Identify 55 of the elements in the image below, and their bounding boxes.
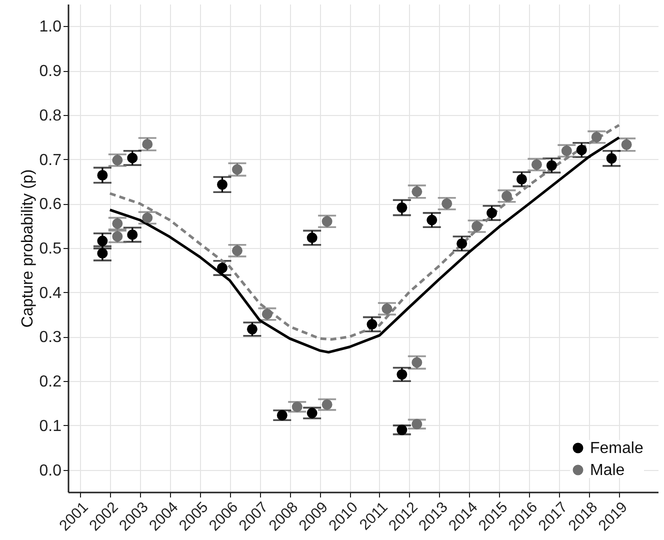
point xyxy=(97,236,108,246)
point xyxy=(442,198,452,209)
point xyxy=(306,408,318,418)
y-axis-title: Capture probability (p) xyxy=(19,169,36,328)
point xyxy=(366,319,378,330)
y-tick-label: 0.0 xyxy=(39,462,62,480)
point xyxy=(396,202,408,213)
point xyxy=(232,245,242,256)
point xyxy=(606,153,617,164)
y-tick-label: 0.5 xyxy=(39,240,62,258)
point xyxy=(306,232,318,244)
point xyxy=(322,216,332,227)
point xyxy=(426,214,438,226)
point xyxy=(621,139,632,150)
point xyxy=(561,146,572,156)
point xyxy=(276,410,288,420)
point xyxy=(531,159,542,170)
point xyxy=(246,324,258,334)
y-tick-label: 0.1 xyxy=(39,418,62,435)
point xyxy=(396,424,408,436)
y-tick-label: 1.0 xyxy=(39,18,62,36)
y-tick-label: 0.7 xyxy=(39,152,62,169)
legend-label: Male xyxy=(590,462,625,479)
point xyxy=(322,399,332,410)
y-tick-label: 0.4 xyxy=(39,284,62,302)
point xyxy=(412,418,422,430)
point xyxy=(127,229,138,240)
point xyxy=(97,170,108,180)
point xyxy=(112,154,123,166)
point xyxy=(412,186,422,197)
point xyxy=(142,212,153,224)
point xyxy=(396,369,408,380)
point xyxy=(472,221,482,232)
point xyxy=(486,208,498,218)
point xyxy=(502,190,512,202)
point xyxy=(456,238,468,249)
point xyxy=(412,357,422,368)
y-tick-label: 0.6 xyxy=(39,196,62,214)
y-tick-label: 0.2 xyxy=(39,374,62,391)
point xyxy=(382,304,392,314)
point xyxy=(546,160,557,171)
legend-label: Female xyxy=(590,440,644,457)
point xyxy=(216,179,228,190)
point xyxy=(262,308,272,320)
y-tick-label: 0.9 xyxy=(39,63,62,80)
y-tick-label: 0.8 xyxy=(39,107,62,124)
y-tick-label: 0.3 xyxy=(39,329,62,346)
point xyxy=(232,164,242,175)
point xyxy=(142,138,153,150)
point xyxy=(516,174,527,184)
point xyxy=(591,132,602,142)
point xyxy=(576,144,587,156)
point xyxy=(127,152,138,164)
point xyxy=(216,262,228,274)
point xyxy=(292,402,302,412)
